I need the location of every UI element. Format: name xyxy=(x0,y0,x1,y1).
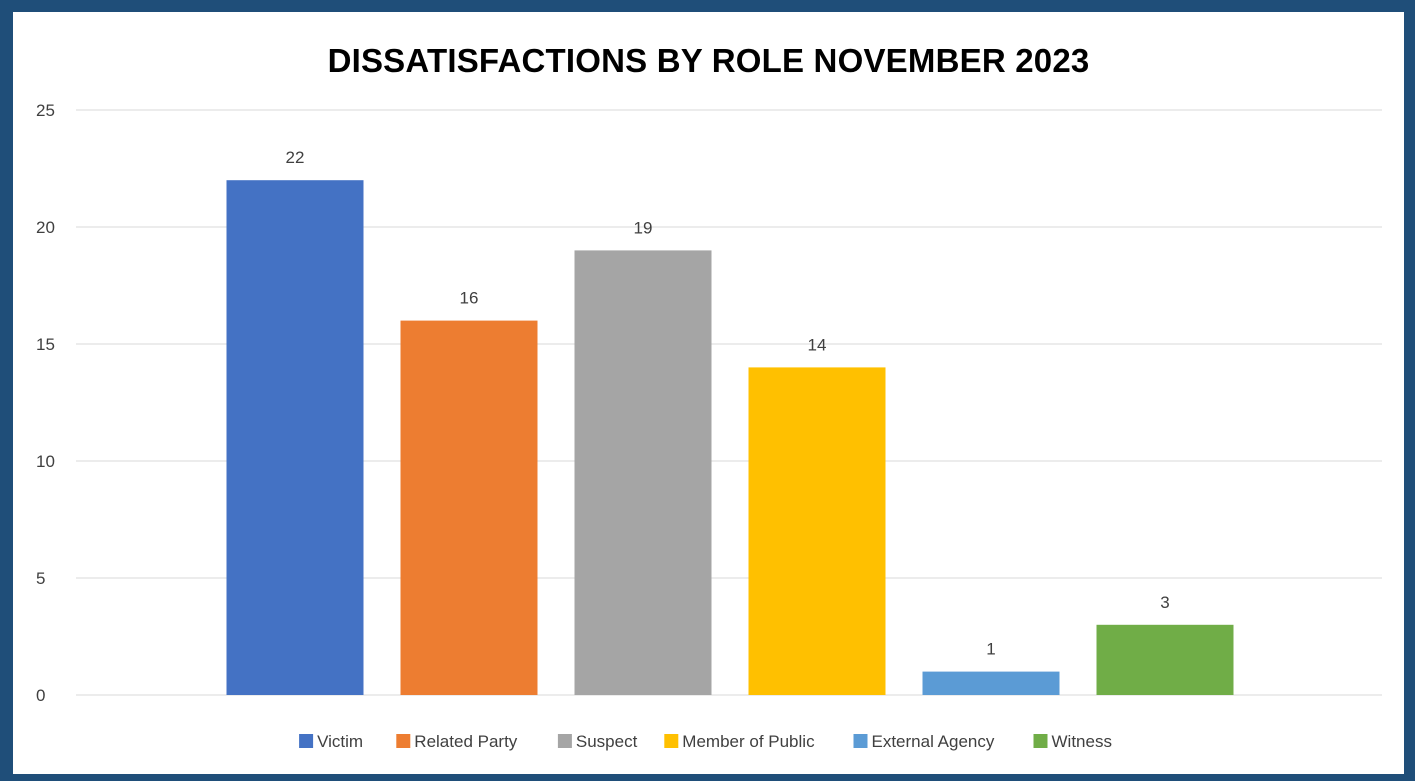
legend-item-label: Suspect xyxy=(576,732,638,751)
legend-item-label: Related Party xyxy=(414,732,517,751)
data-label: 1 xyxy=(986,640,995,659)
data-label: 16 xyxy=(460,289,479,308)
y-tick-label: 10 xyxy=(36,452,55,471)
y-tick-label: 5 xyxy=(36,569,45,588)
y-tick-label: 15 xyxy=(36,335,55,354)
y-tick-label: 0 xyxy=(36,686,45,705)
y-tick-label: 20 xyxy=(36,218,55,237)
legend-item-label: Victim xyxy=(317,732,363,751)
bar-related-party xyxy=(400,320,538,695)
bar-external-agency xyxy=(922,671,1060,695)
legend-item-label: Member of Public xyxy=(682,732,815,751)
data-label: 14 xyxy=(808,335,827,354)
legend-swatch xyxy=(557,734,572,748)
chart-frame: DISSATISFACTIONS BY ROLE NOVEMBER 2023 0… xyxy=(13,12,1404,774)
data-label: 19 xyxy=(634,218,653,237)
data-label: 3 xyxy=(1160,593,1169,612)
bar-witness xyxy=(1096,624,1234,695)
chart-title: DISSATISFACTIONS BY ROLE NOVEMBER 2023 xyxy=(327,42,1090,79)
data-label: 22 xyxy=(286,148,305,167)
legend-swatch xyxy=(299,734,314,748)
bar-chart: 0 5 10 15 20 25 22 16 19 14 1 3 Victim Related Party S… xyxy=(36,101,1382,751)
legend-swatch xyxy=(853,734,868,748)
legend-swatch xyxy=(1033,734,1048,748)
legend-item-label: External Agency xyxy=(872,732,995,751)
legend-swatch xyxy=(396,734,411,748)
legend-swatch xyxy=(664,734,679,748)
y-tick-label: 25 xyxy=(36,101,55,120)
bar-member-of-public xyxy=(748,367,886,695)
legend-item-label: Witness xyxy=(1052,732,1112,751)
bar-victim xyxy=(226,180,364,695)
bar-suspect xyxy=(574,250,712,695)
